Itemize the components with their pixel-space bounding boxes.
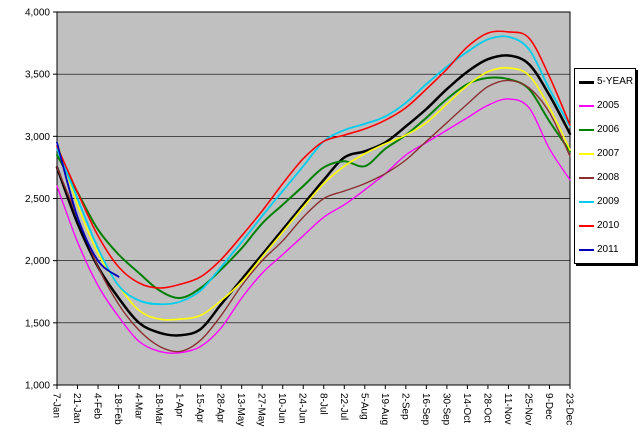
x-tick-label: 22-Jul: [338, 393, 349, 420]
x-tick-label: 10-Jun: [276, 393, 287, 424]
series-line-5-YEAR: [55, 54, 572, 337]
legend-label-2011: 2011: [597, 244, 619, 255]
y-tick-label: 1,500: [25, 318, 50, 329]
legend-swatch-2007: [579, 153, 594, 155]
legend-swatch-2008: [579, 177, 594, 179]
y-tick-label: 3,500: [25, 70, 50, 81]
x-tick-label: 16-Sep: [420, 393, 431, 426]
x-tick-label: 4-Feb: [92, 393, 103, 420]
legend-item-2009[interactable]: 2009: [579, 196, 632, 208]
x-tick-label: 30-Sep: [440, 393, 451, 426]
x-tick-label: 7-Jan: [51, 393, 62, 418]
legend-item-2011[interactable]: 2011: [579, 244, 632, 256]
series-line-2009: [56, 35, 571, 306]
series-line-2010: [56, 30, 571, 289]
y-tick-label: 2,500: [25, 194, 50, 205]
series-line-2005: [56, 98, 571, 354]
legend-swatch-5-YEAR: [579, 80, 594, 84]
y-tick-label: 3,000: [25, 132, 50, 143]
x-tick-label: 15-Apr: [194, 393, 205, 424]
x-tick-label: 19-Aug: [379, 393, 390, 425]
x-tick-label: 25-Nov: [522, 393, 533, 425]
x-tick-label: 13-May: [235, 393, 246, 426]
legend-item-5-YEAR[interactable]: 5-YEAR: [579, 76, 634, 88]
legend-label-2005: 2005: [597, 100, 620, 111]
legend-item-2008[interactable]: 2008: [579, 172, 632, 184]
x-tick-label: 14-Oct: [461, 393, 472, 423]
legend-label-2007: 2007: [597, 148, 620, 159]
x-tick-label: 4-Mar: [133, 393, 144, 420]
x-tick-label: 2-Sep: [399, 393, 410, 420]
x-tick-label: 18-Feb: [112, 393, 123, 425]
y-tick-label: 1,000: [25, 381, 50, 392]
x-tick-label: 18-Mar: [153, 393, 164, 425]
legend-label-2008: 2008: [597, 172, 620, 183]
x-tick-label: 28-Oct: [481, 393, 492, 423]
x-tick-label: 5-Aug: [358, 393, 369, 420]
x-tick-label: 23-Dec: [564, 393, 575, 425]
legend-swatch-2011: [579, 249, 594, 251]
x-tick-label: 1-Apr: [174, 393, 185, 418]
legend-swatch-2006: [579, 129, 594, 131]
series-line-2007: [56, 66, 571, 321]
chart-legend[interactable]: 5-YEAR 2005 2006 2007 2008 2009 2010 2011: [574, 68, 636, 264]
legend-swatch-2010: [579, 225, 594, 227]
series-line-2006: [56, 76, 571, 300]
legend-item-2010[interactable]: 2010: [579, 220, 632, 232]
x-tick-label: 28-Apr: [215, 393, 226, 424]
series-line-2011: [56, 141, 120, 278]
legend-item-2006[interactable]: 2006: [579, 124, 632, 136]
x-tick-label: 21-Jan: [71, 393, 82, 424]
legend-label-2009: 2009: [597, 196, 620, 207]
y-tick-label: 2,000: [25, 256, 50, 267]
x-tick-label: 11-Nov: [502, 393, 513, 425]
x-tick-label: 27-May: [256, 393, 267, 426]
x-tick-label: 9-Dec: [543, 393, 554, 420]
series-line-2008: [56, 79, 571, 353]
legend-label-2006: 2006: [597, 124, 620, 135]
x-tick-label: 8-Jul: [317, 393, 328, 415]
legend-label-5-YEAR: 5-YEAR: [597, 76, 634, 87]
legend-swatch-2009: [579, 201, 594, 203]
legend-item-2005[interactable]: 2005: [579, 100, 632, 112]
x-tick-label: 24-Jun: [297, 393, 308, 424]
legend-item-2007[interactable]: 2007: [579, 148, 632, 160]
y-tick-label: 4,000: [25, 8, 50, 19]
legend-swatch-2005: [579, 105, 594, 107]
legend-label-2010: 2010: [597, 220, 620, 231]
